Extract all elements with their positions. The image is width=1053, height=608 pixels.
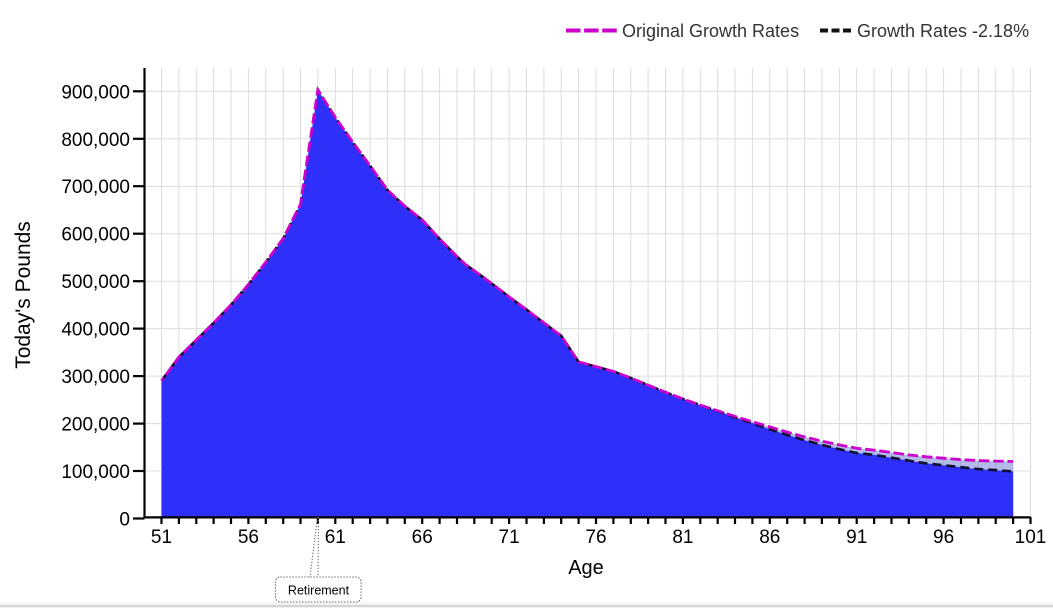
svg-text:96: 96 [933,527,954,548]
svg-text:91: 91 [846,527,867,548]
svg-text:86: 86 [759,527,780,548]
svg-text:61: 61 [325,527,346,548]
svg-text:300,000: 300,000 [61,367,130,388]
svg-text:101: 101 [1015,527,1047,548]
svg-text:200,000: 200,000 [61,415,130,436]
svg-text:76: 76 [585,527,606,548]
svg-text:71: 71 [499,527,520,548]
svg-text:Age: Age [568,557,604,579]
svg-text:700,000: 700,000 [61,177,130,198]
svg-text:51: 51 [151,527,172,548]
svg-text:400,000: 400,000 [61,320,130,341]
svg-text:Original Growth Rates: Original Growth Rates [622,21,799,41]
svg-text:Retirement: Retirement [288,584,350,598]
svg-text:900,000: 900,000 [61,82,130,103]
svg-text:800,000: 800,000 [61,130,130,151]
svg-text:66: 66 [412,527,433,548]
svg-text:0: 0 [119,510,130,531]
svg-text:100,000: 100,000 [61,462,130,483]
svg-text:81: 81 [672,527,693,548]
svg-text:500,000: 500,000 [61,272,130,293]
svg-text:Today's Pounds: Today's Pounds [12,221,35,369]
svg-text:Growth Rates -2.18%: Growth Rates -2.18% [857,21,1029,41]
svg-text:600,000: 600,000 [61,225,130,246]
svg-text:56: 56 [238,527,259,548]
